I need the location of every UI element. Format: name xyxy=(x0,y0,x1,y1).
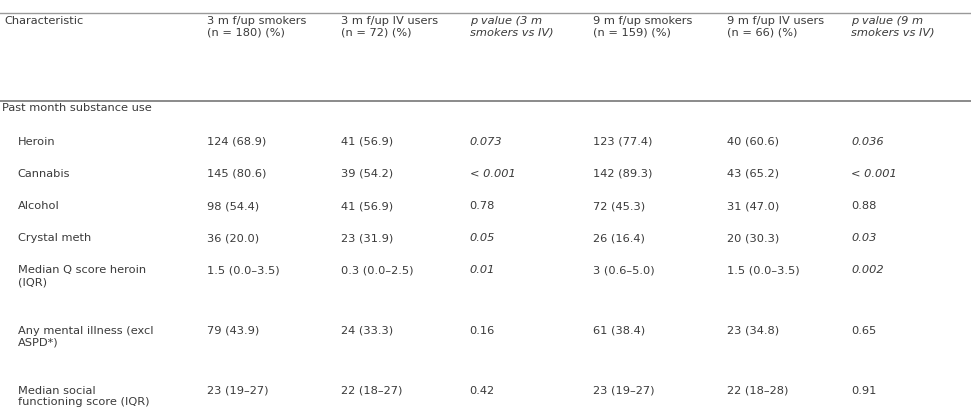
Text: 124 (68.9): 124 (68.9) xyxy=(207,137,266,147)
Text: 9 m f/up IV users
(n = 66) (%): 9 m f/up IV users (n = 66) (%) xyxy=(727,16,824,38)
Text: 1.5 (0.0–3.5): 1.5 (0.0–3.5) xyxy=(207,265,280,275)
Text: Heroin: Heroin xyxy=(17,137,55,147)
Text: 3 m f/up IV users
(n = 72) (%): 3 m f/up IV users (n = 72) (%) xyxy=(341,16,438,38)
Text: Alcohol: Alcohol xyxy=(17,201,59,211)
Text: 41 (56.9): 41 (56.9) xyxy=(341,201,393,211)
Text: 98 (54.4): 98 (54.4) xyxy=(207,201,259,211)
Text: Median Q score heroin
(IQR): Median Q score heroin (IQR) xyxy=(17,265,146,287)
Text: 0.16: 0.16 xyxy=(470,326,495,336)
Text: Past month substance use: Past month substance use xyxy=(2,103,151,113)
Text: 1.5 (0.0–3.5): 1.5 (0.0–3.5) xyxy=(727,265,800,275)
Text: 0.036: 0.036 xyxy=(852,137,884,147)
Text: 0.78: 0.78 xyxy=(470,201,495,211)
Text: 0.65: 0.65 xyxy=(852,326,877,336)
Text: 23 (19–27): 23 (19–27) xyxy=(207,386,269,396)
Text: 23 (19–27): 23 (19–27) xyxy=(593,386,655,396)
Text: < 0.001: < 0.001 xyxy=(852,169,897,179)
Text: 0.03: 0.03 xyxy=(852,233,877,243)
Text: 3 (0.6–5.0): 3 (0.6–5.0) xyxy=(593,265,655,275)
Text: 40 (60.6): 40 (60.6) xyxy=(727,137,780,147)
Text: 22 (18–27): 22 (18–27) xyxy=(341,386,402,396)
Text: 26 (16.4): 26 (16.4) xyxy=(593,233,646,243)
Text: Any mental illness (excl
ASPD*): Any mental illness (excl ASPD*) xyxy=(17,326,153,347)
Text: 79 (43.9): 79 (43.9) xyxy=(207,326,259,336)
Text: 23 (31.9): 23 (31.9) xyxy=(341,233,393,243)
Text: 0.073: 0.073 xyxy=(470,137,502,147)
Text: 0.91: 0.91 xyxy=(852,386,877,396)
Text: 123 (77.4): 123 (77.4) xyxy=(593,137,653,147)
Text: 0.88: 0.88 xyxy=(852,201,877,211)
Text: 142 (89.3): 142 (89.3) xyxy=(593,169,653,179)
Text: 24 (33.3): 24 (33.3) xyxy=(341,326,393,336)
Text: < 0.001: < 0.001 xyxy=(470,169,516,179)
Text: Characteristic: Characteristic xyxy=(4,16,84,26)
Text: 9 m f/up smokers
(n = 159) (%): 9 m f/up smokers (n = 159) (%) xyxy=(593,16,693,38)
Text: 39 (54.2): 39 (54.2) xyxy=(341,169,393,179)
Text: 43 (65.2): 43 (65.2) xyxy=(727,169,780,179)
Text: 0.01: 0.01 xyxy=(470,265,495,275)
Text: 31 (47.0): 31 (47.0) xyxy=(727,201,780,211)
Text: p value (9 m
smokers vs IV): p value (9 m smokers vs IV) xyxy=(852,16,935,38)
Text: 0.3 (0.0–2.5): 0.3 (0.0–2.5) xyxy=(341,265,414,275)
Text: 0.42: 0.42 xyxy=(470,386,495,396)
Text: Crystal meth: Crystal meth xyxy=(17,233,91,243)
Text: 3 m f/up smokers
(n = 180) (%): 3 m f/up smokers (n = 180) (%) xyxy=(207,16,307,38)
Text: 23 (34.8): 23 (34.8) xyxy=(727,326,780,336)
Text: Median social
functioning score (IQR): Median social functioning score (IQR) xyxy=(17,386,150,408)
Text: 0.002: 0.002 xyxy=(852,265,884,275)
Text: 0.05: 0.05 xyxy=(470,233,495,243)
Text: 72 (45.3): 72 (45.3) xyxy=(593,201,646,211)
Text: 61 (38.4): 61 (38.4) xyxy=(593,326,646,336)
Text: 20 (30.3): 20 (30.3) xyxy=(727,233,780,243)
Text: 41 (56.9): 41 (56.9) xyxy=(341,137,393,147)
Text: Cannabis: Cannabis xyxy=(17,169,70,179)
Text: p value (3 m
smokers vs IV): p value (3 m smokers vs IV) xyxy=(470,16,553,38)
Text: 36 (20.0): 36 (20.0) xyxy=(207,233,259,243)
Text: 145 (80.6): 145 (80.6) xyxy=(207,169,266,179)
Text: 22 (18–28): 22 (18–28) xyxy=(727,386,788,396)
